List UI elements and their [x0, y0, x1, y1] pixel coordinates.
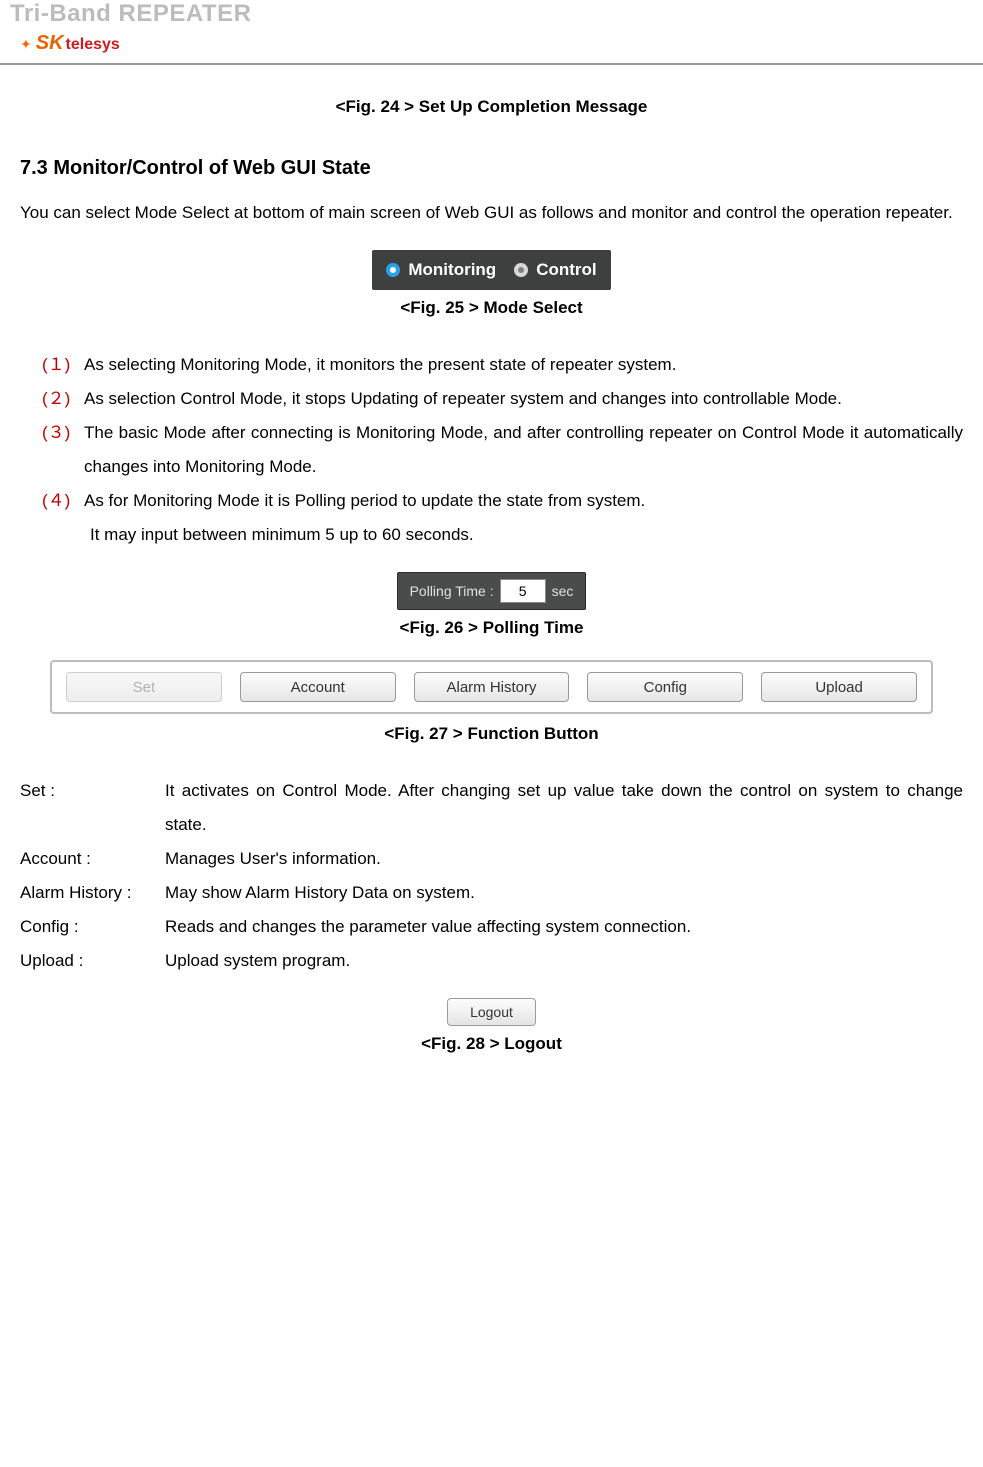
logo-telesys: telesys — [66, 36, 120, 54]
list-marker-2: (２) — [42, 382, 84, 416]
account-button[interactable]: Account — [240, 672, 396, 702]
def-desc-alarm: May show Alarm History Data on system. — [165, 876, 963, 910]
def-term-upload: Upload : — [20, 944, 165, 978]
monitoring-label: Monitoring — [408, 260, 496, 280]
upload-button[interactable]: Upload — [761, 672, 917, 702]
def-desc-set: It activates on Control Mode. After chan… — [165, 774, 963, 842]
sk-telesys-logo: ✦ SK telesys — [20, 32, 120, 55]
def-term-account: Account : — [20, 842, 165, 876]
def-desc-account: Manages User's information. — [165, 842, 963, 876]
list-marker-3: (３) — [42, 416, 84, 484]
section-intro: You can select Mode Select at bottom of … — [20, 196, 963, 230]
list-marker-1: (１) — [42, 348, 84, 382]
definitions: Set : It activates on Control Mode. Afte… — [20, 774, 963, 978]
function-button-bar: Set Account Alarm History Config Upload — [50, 660, 933, 714]
list-text-2: As selection Control Mode, it stops Upda… — [84, 382, 963, 416]
radio-checked-icon — [386, 263, 400, 277]
list-text-1: As selecting Monitoring Mode, it monitor… — [84, 348, 963, 382]
list-text-4-cont: It may input between minimum 5 up to 60 … — [42, 518, 963, 552]
polling-unit: sec — [552, 583, 574, 599]
logout-button[interactable]: Logout — [447, 998, 536, 1026]
def-term-set: Set : — [20, 774, 165, 842]
list-text-3: The basic Mode after connecting is Monit… — [84, 416, 963, 484]
monitoring-radio-item[interactable]: Monitoring — [386, 260, 496, 280]
def-term-alarm: Alarm History : — [20, 876, 165, 910]
config-button[interactable]: Config — [587, 672, 743, 702]
fig26-caption: <Fig. 26 > Polling Time — [20, 618, 963, 638]
fig28-caption: <Fig. 28 > Logout — [20, 1034, 963, 1054]
radio-unchecked-icon — [514, 263, 528, 277]
alarm-history-button[interactable]: Alarm History — [414, 672, 570, 702]
page-title: Tri-Band REPEATER — [10, 0, 973, 28]
logo-sk: SK — [36, 32, 64, 55]
control-radio-item[interactable]: Control — [514, 260, 596, 280]
polling-input[interactable]: 5 — [500, 579, 546, 603]
fig25-caption: <Fig. 25 > Mode Select — [20, 298, 963, 318]
fig24-caption: <Fig. 24 > Set Up Completion Message — [20, 97, 963, 117]
list-marker-4: (４) — [42, 484, 84, 518]
polling-time-widget: Polling Time : 5 sec — [397, 572, 587, 610]
mode-select-widget: Monitoring Control — [372, 250, 610, 290]
butterfly-icon: ✦ — [20, 36, 32, 53]
def-desc-upload: Upload system program. — [165, 944, 963, 978]
set-button[interactable]: Set — [66, 672, 222, 702]
section-7-3-title: 7.3 Monitor/Control of Web GUI State — [20, 157, 963, 180]
fig27-caption: <Fig. 27 > Function Button — [20, 724, 963, 744]
numbered-list: (１) As selecting Monitoring Mode, it mon… — [20, 348, 963, 552]
list-text-4: As for Monitoring Mode it is Polling per… — [84, 484, 963, 518]
polling-label: Polling Time : — [410, 583, 494, 599]
def-desc-config: Reads and changes the parameter value af… — [165, 910, 963, 944]
def-term-config: Config : — [20, 910, 165, 944]
control-label: Control — [536, 260, 596, 280]
